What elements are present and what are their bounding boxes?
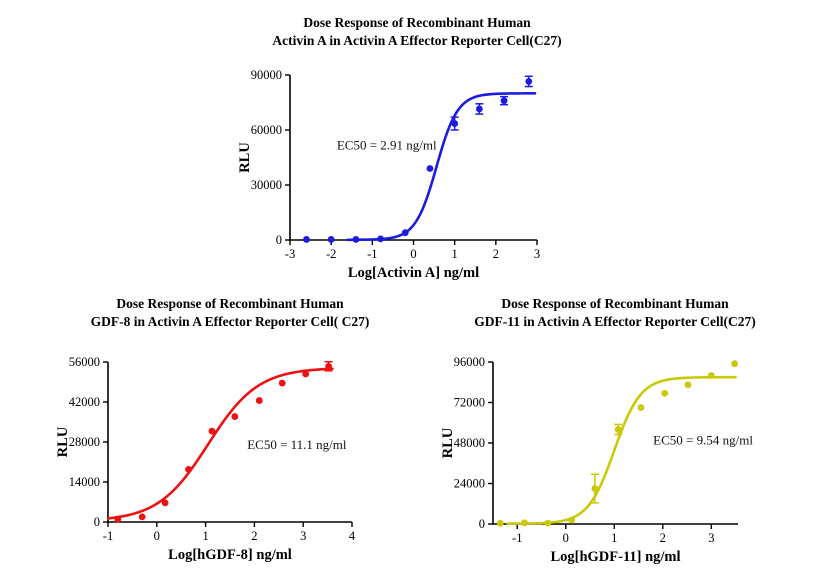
chart-title-activin-a: Dose Response of Recombinant Human Activ…	[222, 14, 612, 49]
data-point	[614, 426, 622, 433]
data-point	[496, 520, 504, 527]
title-line-2: GDF-11 in Activin A Effector Reporter Ce…	[474, 313, 756, 329]
data-point	[303, 236, 310, 243]
x-tick-label: 0	[154, 529, 160, 543]
title-line-2: GDF-8 in Activin A Effector Reporter Cel…	[90, 313, 370, 329]
x-tick-label: 1	[611, 531, 617, 545]
y-axis-title: RLU	[440, 427, 456, 458]
x-tick-label: 4	[349, 529, 356, 543]
x-tick-label: 2	[493, 247, 499, 261]
data-point	[138, 513, 146, 521]
x-tick-label: -1	[367, 247, 377, 261]
data-point	[401, 229, 409, 237]
y-tick-label: 48000	[454, 436, 485, 450]
x-tick-label: 2	[660, 531, 666, 545]
data-point	[426, 165, 434, 172]
data-point	[591, 485, 599, 493]
gdf-8-plot: -1 0 1 2 3 4014000280004200056000Log[hGDF-8] …	[55, 355, 356, 563]
data-point	[500, 97, 508, 105]
y-tick-label: 0	[479, 517, 485, 531]
y-tick-label: 28000	[69, 435, 100, 449]
x-tick-label: -1	[103, 529, 113, 543]
data-point	[114, 516, 122, 523]
y-tick-label: 24000	[454, 477, 485, 491]
fit-curve	[107, 367, 334, 520]
y-tick-label: 60000	[251, 123, 282, 137]
x-axis-title: Log[Activin A] ng/ml	[348, 265, 479, 281]
data-point	[451, 120, 459, 128]
data-point	[352, 236, 360, 243]
x-tick-label: 3	[534, 247, 540, 261]
y-tick-label: 42000	[69, 395, 100, 409]
data-point	[231, 413, 239, 421]
data-point	[637, 404, 645, 412]
ec50-annotation: EC50 = 2.91 ng/ml	[337, 137, 437, 152]
data-point	[521, 519, 528, 527]
title-line-1: Dose Response of Recombinant Human	[303, 15, 531, 30]
y-tick-label: 14000	[69, 475, 100, 489]
chart-gdf-11: Dose Response of Recombinant Human GDF-1…	[425, 295, 805, 568]
activin-a-plot: -3 -2 -1 0 1 2 3 0 30000 60000 90000 Log[Activin A]…	[237, 68, 540, 281]
x-tick-label: 1	[202, 529, 208, 543]
x-tick-label: 3	[708, 531, 714, 545]
x-tick-label: 2	[251, 529, 257, 543]
gdf-11-plot: -1 0 1 2 3 0 24000 48000 72000 96000 Log[hGDF-11] …	[440, 355, 753, 565]
title-line-2: Activin A in Activin A Effector Reporter…	[272, 32, 562, 48]
x-axis-title: Log[hGDF-8] ng/ml	[168, 547, 292, 563]
y-tick-label: 96000	[454, 355, 485, 369]
x-tick-label: 0	[563, 531, 569, 545]
data-point	[661, 389, 669, 397]
y-tick-label: 72000	[454, 396, 485, 410]
data-point	[302, 370, 310, 378]
x-tick-label: -2	[326, 247, 336, 261]
ec50-annotation: EC50 = 9.54 ng/ml	[653, 433, 753, 448]
fit-curve	[506, 375, 737, 526]
y-tick-label: 56000	[69, 355, 100, 369]
data-point	[684, 381, 692, 389]
x-tick-label: 3	[300, 529, 306, 543]
data-point	[525, 78, 533, 85]
data-point	[731, 360, 739, 368]
y-tick-label: 90000	[251, 68, 282, 82]
data-point	[475, 105, 483, 113]
y-tick-label: 30000	[251, 178, 282, 192]
x-tick-label: -1	[512, 531, 522, 545]
data-point	[208, 427, 216, 435]
y-axis-title: RLU	[55, 426, 71, 457]
data-point	[161, 499, 169, 507]
data-point	[255, 397, 263, 405]
chart-title-gdf-8: Dose Response of Recombinant Human GDF-8…	[40, 295, 420, 330]
x-tick-label: -3	[285, 247, 295, 261]
y-tick-label: 0	[276, 233, 282, 247]
x-tick-label: 1	[452, 247, 458, 261]
x-axis-title: Log[hGDF-11] ng/ml	[550, 549, 680, 565]
data-point	[327, 236, 335, 243]
data-point	[707, 372, 715, 379]
x-tick-label: 0	[410, 247, 416, 261]
ec50-annotation: EC50 = 11.1 ng/ml	[247, 437, 347, 452]
y-tick-label: 0	[94, 515, 100, 529]
chart-title-gdf-11: Dose Response of Recombinant Human GDF-1…	[425, 295, 805, 330]
fit-curve	[346, 92, 537, 242]
y-axis-title: RLU	[237, 142, 253, 173]
title-line-1: Dose Response of Recombinant Human	[116, 296, 344, 311]
data-point	[185, 466, 192, 473]
data-point	[278, 379, 286, 387]
data-point	[568, 516, 575, 524]
chart-activin-a: Dose Response of Recombinant Human Activ…	[222, 14, 612, 286]
data-point	[325, 362, 332, 370]
title-line-1: Dose Response of Recombinant Human	[501, 296, 729, 311]
data-point	[544, 519, 552, 527]
chart-gdf-8: Dose Response of Recombinant Human GDF-8…	[40, 295, 420, 566]
data-point	[377, 235, 384, 243]
